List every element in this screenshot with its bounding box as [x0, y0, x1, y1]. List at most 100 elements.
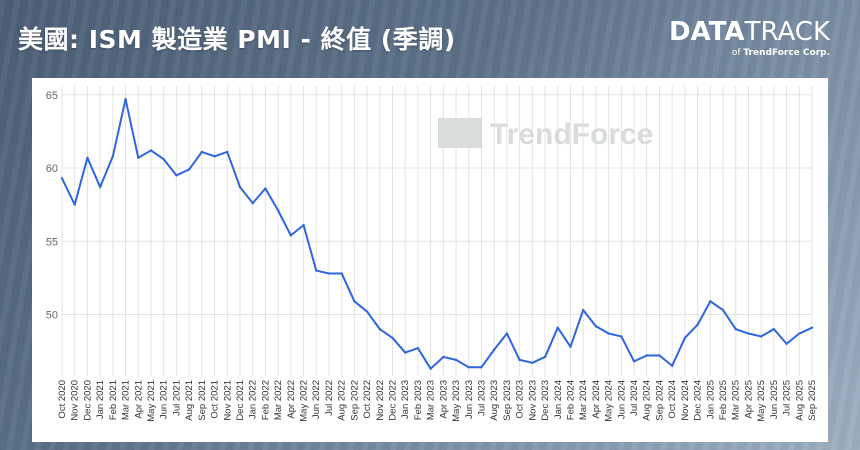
data-point [429, 367, 432, 370]
data-point [632, 360, 636, 363]
y-tick-label: 60 [46, 163, 58, 175]
data-point [569, 345, 572, 348]
x-tick-label: Jul 2022 [324, 380, 335, 416]
x-tick-label: Nov 2020 [70, 380, 81, 421]
data-point [60, 177, 64, 180]
x-tick-label: Nov 2022 [375, 380, 386, 421]
data-point [302, 223, 305, 227]
x-tick-label: May 2023 [451, 380, 462, 422]
data-point [810, 326, 814, 329]
data-point [493, 348, 496, 351]
data-point [658, 354, 661, 357]
data-point [696, 323, 699, 326]
data-point [315, 269, 318, 272]
x-tick-label: Jul 2021 [171, 380, 182, 416]
x-tick-label: Aug 2022 [337, 380, 348, 421]
data-point [327, 272, 331, 275]
data-point [454, 358, 458, 362]
data-point [187, 168, 191, 171]
data-point [200, 150, 204, 154]
x-tick-label: Sep 2025 [807, 380, 818, 421]
data-point [404, 351, 407, 354]
logo-subtitle-prefix: of [731, 48, 744, 58]
x-tick-label: Dec 2020 [82, 380, 93, 421]
data-point [276, 209, 280, 212]
data-point [467, 366, 470, 369]
data-point [340, 272, 343, 275]
x-tick-label: Mar 2022 [273, 380, 284, 420]
x-tick-label: Oct 2024 [667, 380, 678, 419]
logo-wordmark-bold: DATA [669, 17, 745, 47]
chart-panel: TrendForce 50 55 60 65 Oct 2020 Nov 2020 Dec … [32, 78, 828, 442]
x-tick-label: Jun 2025 [769, 380, 780, 419]
data-point [149, 149, 153, 152]
x-tick-label: Mar 2021 [121, 380, 132, 420]
data-point [416, 346, 420, 350]
x-tick-label: May 2025 [756, 380, 767, 422]
x-tick-label: Nov 2021 [222, 380, 233, 421]
data-point [124, 97, 127, 101]
data-point [785, 342, 788, 345]
x-tick-label: Jun 2023 [464, 380, 475, 419]
data-point [226, 150, 229, 154]
data-point [556, 326, 559, 329]
watermark-text: TrendForce [490, 118, 653, 151]
x-tick-label: Jan 2023 [400, 380, 411, 419]
data-point [378, 327, 381, 331]
data-point [531, 361, 534, 365]
data-point [772, 327, 776, 331]
x-tick-label: Jan 2021 [95, 380, 106, 419]
data-point [721, 308, 725, 312]
data-point [98, 185, 102, 189]
chart-title: 美國: ISM 製造業 PMI - 終值 (季調) [18, 25, 456, 54]
x-tick-label: Jul 2025 [782, 380, 793, 416]
datatrack-logo: DATATRACK of TrendForce Corp. [669, 16, 830, 58]
data-point [709, 300, 712, 303]
data-point [798, 332, 801, 335]
data-point [607, 332, 610, 335]
x-tick-label: Nov 2024 [680, 380, 691, 421]
data-point [518, 358, 521, 362]
y-axis: 50 55 60 65 [46, 90, 58, 322]
x-tick-label: Jul 2023 [476, 380, 487, 416]
x-tick-label: Aug 2024 [642, 380, 653, 421]
x-tick-label: May 2022 [299, 380, 310, 422]
x-tick-label: May 2024 [604, 380, 615, 422]
logo-subtitle: of TrendForce Corp. [669, 48, 830, 58]
x-tick-label: Feb 2022 [260, 380, 271, 420]
x-tick-label: Apr 2024 [591, 380, 602, 419]
data-point [264, 187, 267, 190]
x-tick-label: Aug 2025 [794, 380, 805, 421]
data-point [505, 332, 509, 335]
data-point [238, 185, 242, 189]
y-tick-label: 55 [46, 236, 58, 248]
x-tick-label: Sep 2021 [197, 380, 208, 421]
watermark-layer: TrendForce [438, 118, 653, 151]
x-tick-label: Jul 2024 [629, 380, 640, 416]
data-point [73, 203, 76, 206]
watermark-logo-mark [438, 118, 482, 148]
x-tick-label: Mar 2023 [426, 380, 437, 420]
x-tick-label: Oct 2023 [515, 380, 526, 419]
data-point [137, 156, 140, 159]
x-tick-label: Jan 2024 [553, 380, 564, 419]
data-point [86, 156, 89, 159]
x-tick-label: Apr 2025 [743, 380, 754, 419]
x-tick-label: Dec 2021 [235, 380, 246, 421]
data-point [391, 336, 394, 340]
x-tick-label: Sep 2024 [654, 380, 665, 421]
series-layer [60, 97, 814, 370]
x-tick-label: Nov 2023 [527, 380, 538, 421]
x-tick-label: Oct 2021 [210, 380, 221, 419]
y-tick-label: 65 [46, 90, 58, 102]
y-tick-label: 50 [46, 309, 58, 321]
data-point [175, 174, 178, 177]
data-point [594, 325, 598, 328]
grid-layer [61, 86, 813, 376]
logo-wordmark: DATATRACK [669, 16, 830, 48]
data-point [353, 300, 356, 303]
data-point [747, 332, 750, 335]
data-point [251, 201, 254, 205]
x-tick-label: Oct 2020 [57, 380, 68, 419]
